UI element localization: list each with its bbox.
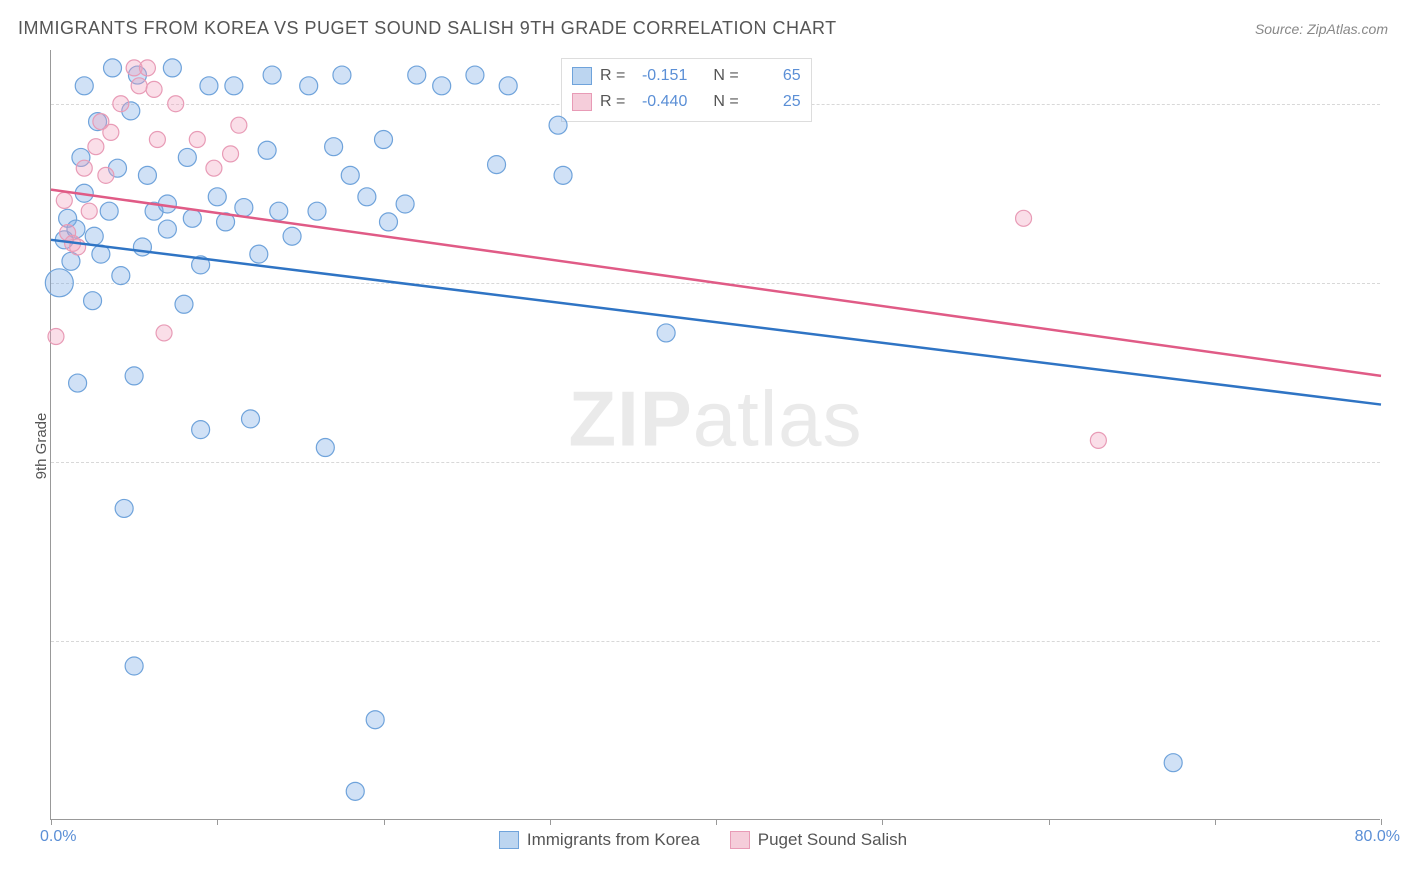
scatter-point xyxy=(168,96,184,112)
scatter-point xyxy=(283,227,301,245)
scatter-point xyxy=(358,188,376,206)
scatter-point xyxy=(98,167,114,183)
scatter-point xyxy=(115,499,133,517)
scatter-point xyxy=(242,410,260,428)
scatter-point xyxy=(1016,210,1032,226)
scatter-point xyxy=(139,60,155,76)
legend-swatch xyxy=(499,831,519,849)
legend-item: Puget Sound Salish xyxy=(730,830,907,850)
scatter-point xyxy=(48,329,64,345)
scatter-point xyxy=(549,116,567,134)
scatter-point xyxy=(156,325,172,341)
scatter-point xyxy=(149,132,165,148)
scatter-point xyxy=(200,77,218,95)
scatter-point xyxy=(341,166,359,184)
scatter-point xyxy=(133,238,151,256)
x-tick xyxy=(550,819,551,825)
scatter-point xyxy=(103,124,119,140)
scatter-point xyxy=(250,245,268,263)
x-tick xyxy=(1215,819,1216,825)
scatter-point xyxy=(379,213,397,231)
x-tick xyxy=(882,819,883,825)
scatter-point xyxy=(85,227,103,245)
scatter-point xyxy=(300,77,318,95)
scatter-point xyxy=(81,203,97,219)
plot-area: ZIPatlas R =-0.151N =65R =-0.440N =25 85… xyxy=(50,50,1380,820)
scatter-point xyxy=(131,78,147,94)
scatter-point xyxy=(325,138,343,156)
scatter-point xyxy=(316,439,334,457)
chart-svg xyxy=(51,50,1380,819)
scatter-point xyxy=(258,141,276,159)
y-axis-title: 9th Grade xyxy=(33,413,50,480)
scatter-point xyxy=(112,267,130,285)
scatter-point xyxy=(125,657,143,675)
x-tick xyxy=(716,819,717,825)
scatter-point xyxy=(69,374,87,392)
scatter-point xyxy=(75,77,93,95)
scatter-point xyxy=(308,202,326,220)
scatter-point xyxy=(1164,754,1182,772)
x-tick xyxy=(1049,819,1050,825)
scatter-point xyxy=(375,131,393,149)
scatter-point xyxy=(488,156,506,174)
scatter-point xyxy=(189,132,205,148)
scatter-point xyxy=(56,192,72,208)
scatter-point xyxy=(100,202,118,220)
scatter-point xyxy=(175,295,193,313)
x-tick xyxy=(384,819,385,825)
trend-line xyxy=(51,190,1381,376)
scatter-point xyxy=(333,66,351,84)
scatter-point xyxy=(113,96,129,112)
y-tick-label: 100.0% xyxy=(1390,95,1406,113)
scatter-point xyxy=(408,66,426,84)
source-label: Source: ZipAtlas.com xyxy=(1255,21,1388,37)
scatter-point xyxy=(433,77,451,95)
legend-series: Immigrants from Korea Puget Sound Salish xyxy=(0,830,1406,854)
scatter-point xyxy=(225,77,243,95)
scatter-point xyxy=(499,77,517,95)
scatter-point xyxy=(270,202,288,220)
y-tick-label: 90.0% xyxy=(1390,453,1406,471)
scatter-point xyxy=(657,324,675,342)
scatter-point xyxy=(88,139,104,155)
scatter-point xyxy=(396,195,414,213)
scatter-point xyxy=(138,166,156,184)
legend-item: Immigrants from Korea xyxy=(499,830,700,850)
scatter-point xyxy=(183,209,201,227)
scatter-point xyxy=(1090,432,1106,448)
x-tick xyxy=(1381,819,1382,825)
legend-swatch xyxy=(730,831,750,849)
scatter-point xyxy=(263,66,281,84)
scatter-point xyxy=(104,59,122,77)
trend-line xyxy=(51,240,1381,405)
scatter-point xyxy=(466,66,484,84)
scatter-point xyxy=(163,59,181,77)
scatter-point xyxy=(206,160,222,176)
scatter-point xyxy=(192,421,210,439)
scatter-point xyxy=(231,117,247,133)
scatter-point xyxy=(45,269,73,297)
scatter-point xyxy=(235,199,253,217)
chart-title: IMMIGRANTS FROM KOREA VS PUGET SOUND SAL… xyxy=(18,18,837,39)
scatter-point xyxy=(125,367,143,385)
scatter-point xyxy=(366,711,384,729)
legend-label: Immigrants from Korea xyxy=(527,830,700,850)
y-tick-label: 95.0% xyxy=(1390,274,1406,292)
x-tick xyxy=(51,819,52,825)
scatter-point xyxy=(554,166,572,184)
scatter-point xyxy=(76,160,92,176)
scatter-point xyxy=(84,292,102,310)
scatter-point xyxy=(223,146,239,162)
x-tick xyxy=(217,819,218,825)
legend-label: Puget Sound Salish xyxy=(758,830,907,850)
y-tick-label: 85.0% xyxy=(1390,632,1406,650)
scatter-point xyxy=(178,148,196,166)
scatter-point xyxy=(158,220,176,238)
scatter-point xyxy=(346,782,364,800)
scatter-point xyxy=(146,81,162,97)
scatter-point xyxy=(208,188,226,206)
